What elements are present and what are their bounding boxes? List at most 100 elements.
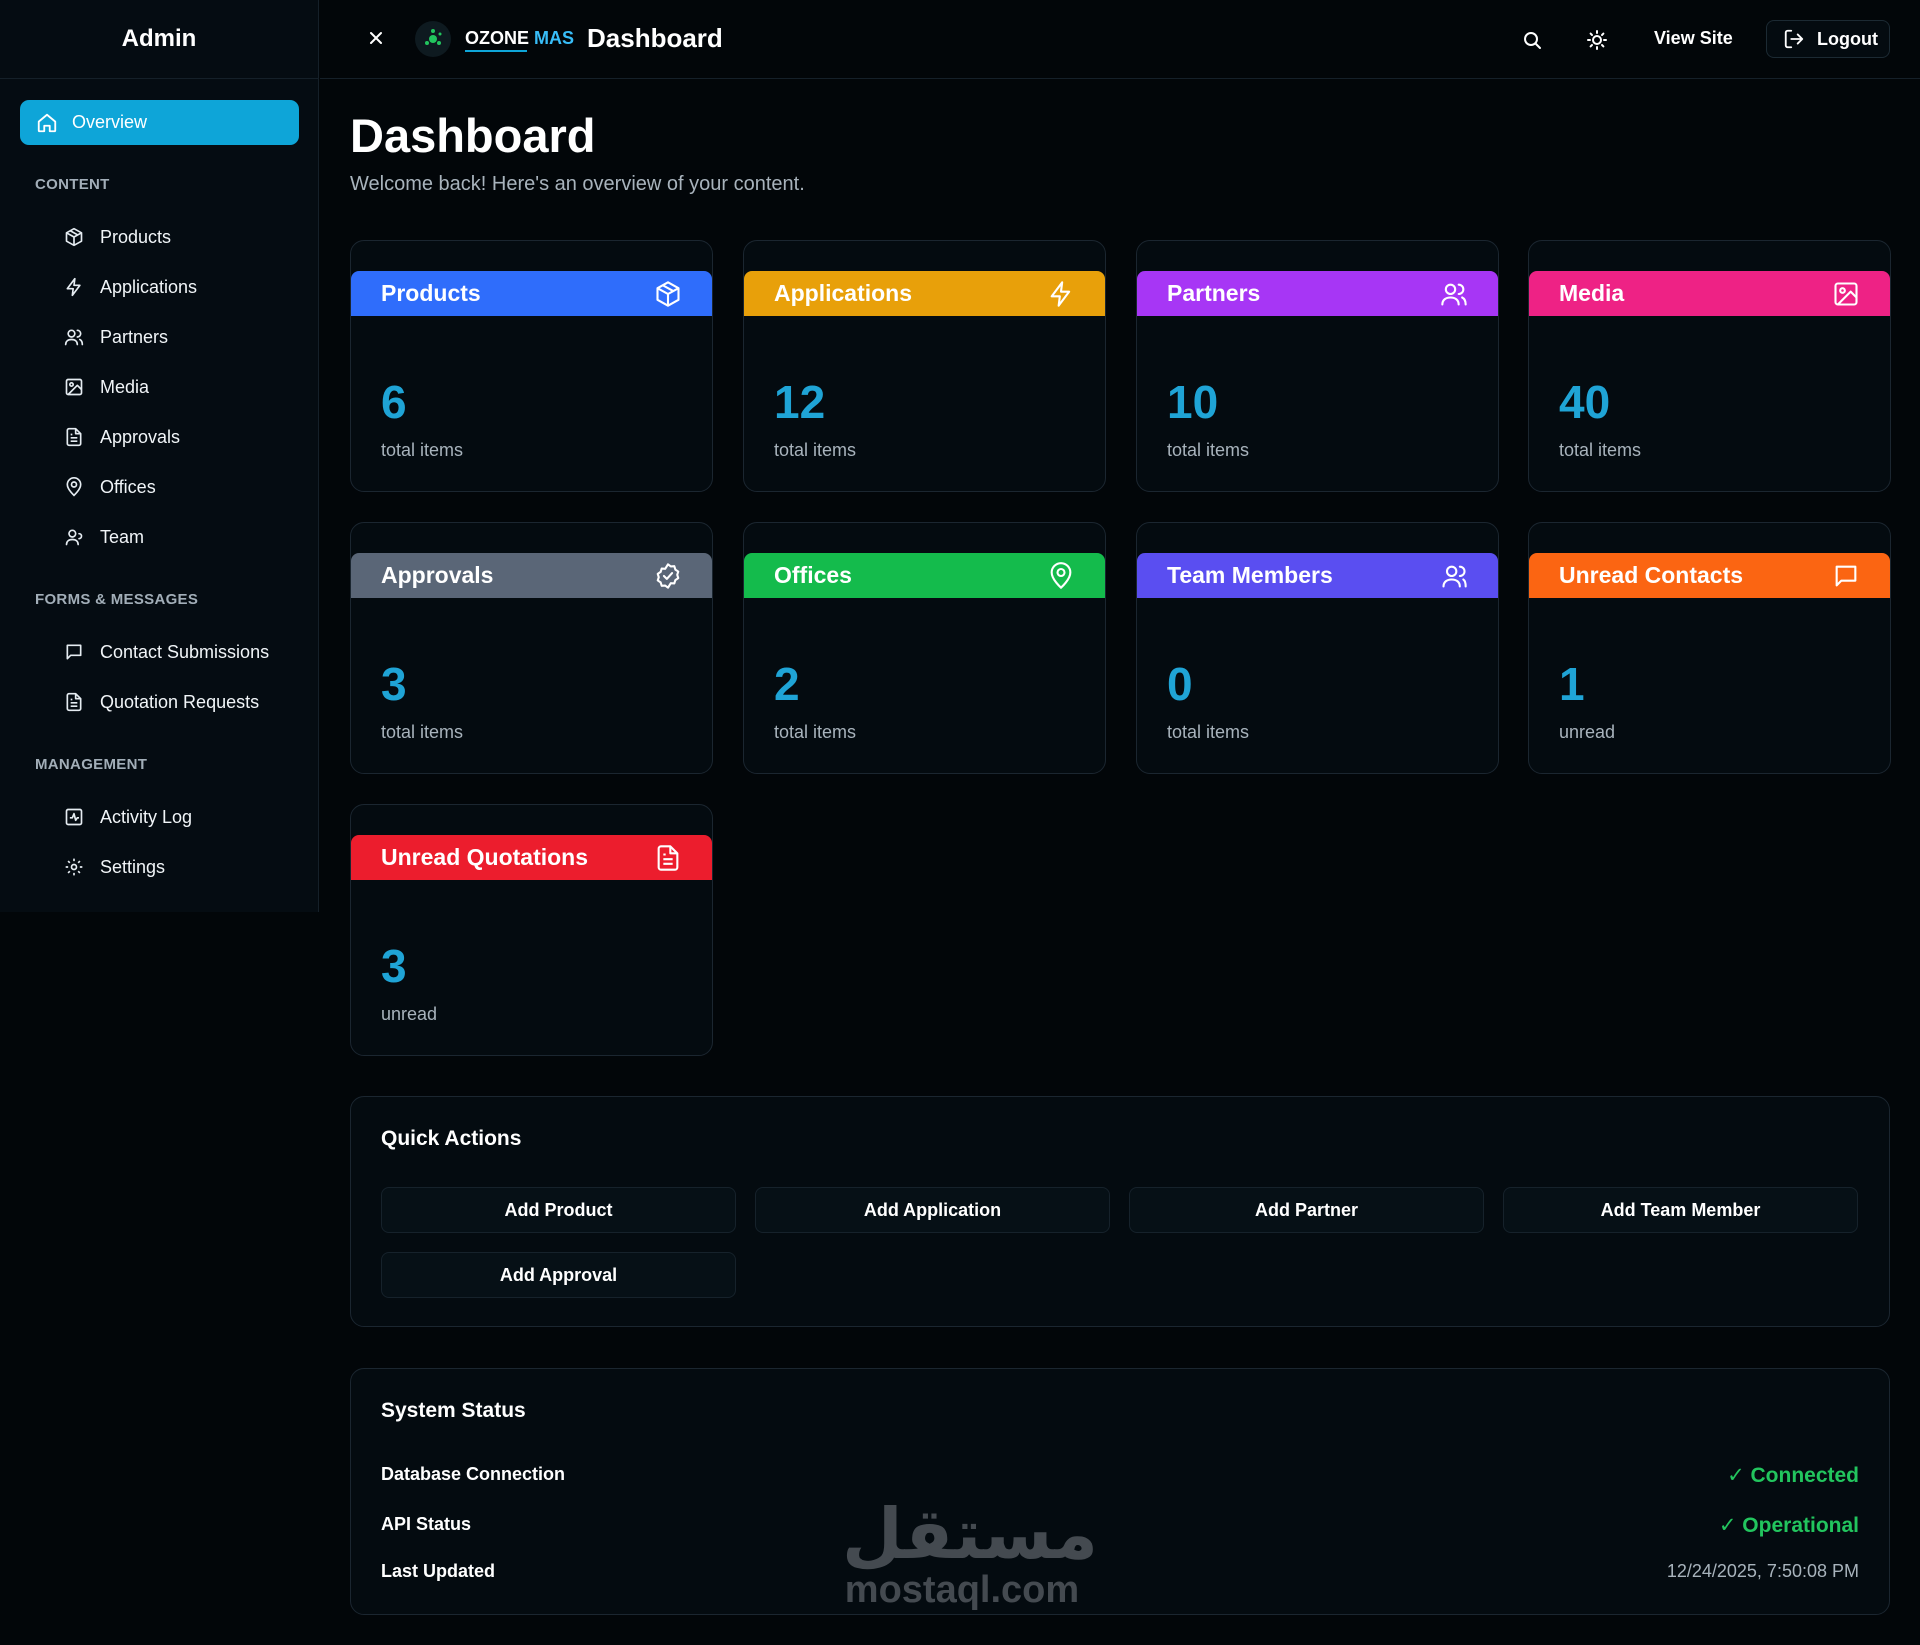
box-icon	[654, 280, 682, 308]
stat-card-offices[interactable]: Offices 2 total items	[743, 522, 1106, 774]
lightning-icon	[64, 277, 84, 297]
card-header: Approvals	[351, 553, 712, 598]
card-title: Partners	[1167, 280, 1261, 306]
card-value: 6	[381, 376, 407, 428]
logo-primary: OZONE	[465, 28, 530, 48]
sun-icon[interactable]	[1585, 28, 1609, 52]
card-header: Applications	[744, 271, 1105, 316]
card-header: Products	[351, 271, 712, 316]
sidebar-item-overview[interactable]: Overview	[20, 100, 299, 145]
card-caption: total items	[1167, 722, 1250, 742]
status-label-last-updated: Last Updated	[381, 1561, 496, 1581]
sidebar-item-offices[interactable]: Offices	[64, 472, 156, 502]
sidebar-item-activity-log[interactable]: Activity Log	[64, 802, 192, 832]
add-application-button[interactable]: Add Application	[755, 1187, 1110, 1233]
badge-check-icon	[654, 562, 682, 590]
sidebar-item-label: Approvals	[100, 426, 181, 447]
sidebar-item-partners[interactable]: Partners	[64, 322, 168, 352]
sidebar-item-label: Media	[100, 376, 150, 397]
card-title: Offices	[774, 562, 852, 588]
stat-card-team-members[interactable]: Team Members 0 total items	[1136, 522, 1499, 774]
system-status-title: System Status	[381, 1399, 526, 1422]
stat-card-partners[interactable]: Partners 10 total items	[1136, 240, 1499, 492]
sidebar-item-settings[interactable]: Settings	[64, 852, 165, 882]
stat-card-products[interactable]: Products 6 total items	[350, 240, 713, 492]
stat-card-unread-quotations[interactable]: Unread Quotations 3 unread	[350, 804, 713, 1056]
sidebar-item-label: Quotation Requests	[100, 691, 260, 712]
activity-icon	[64, 807, 84, 827]
watermark: مستقل mostaql.com	[842, 1493, 1099, 1611]
page-subtitle: Welcome back! Here's an overview of your…	[350, 173, 805, 195]
add-partner-button[interactable]: Add Partner	[1129, 1187, 1484, 1233]
quick-actions-title: Quick Actions	[381, 1127, 522, 1150]
sidebar-item-team[interactable]: Team	[64, 522, 144, 552]
users-icon	[1440, 280, 1468, 308]
sidebar-section-content: CONTENT	[35, 176, 110, 193]
sidebar-item-label: Products	[100, 226, 172, 247]
map-pin-icon	[1047, 561, 1075, 590]
card-title: Applications	[774, 280, 913, 306]
status-value-last-updated: 12/24/2025, 7:50:08 PM	[1666, 1561, 1859, 1581]
add-product-button[interactable]: Add Product	[381, 1187, 736, 1233]
logo-secondary: MAS	[534, 28, 575, 48]
stat-card-applications[interactable]: Applications 12 total items	[743, 240, 1106, 492]
sidebar-item-label: Offices	[100, 476, 156, 497]
sidebar-item-applications[interactable]: Applications	[64, 272, 197, 302]
card-title: Approvals	[381, 562, 494, 588]
file-text-icon	[654, 844, 682, 872]
logout-label: Logout	[1817, 28, 1878, 49]
sidebar-item-approvals[interactable]: Approvals	[64, 422, 180, 452]
card-caption: total items	[381, 722, 464, 742]
stat-card-media[interactable]: Media 40 total items	[1528, 240, 1891, 492]
card-value: 10	[1167, 376, 1219, 428]
sidebar-item-products[interactable]: Products	[64, 222, 171, 252]
gear-icon	[64, 857, 84, 877]
topbar: OZONE MAS Dashboard View Site Logout	[320, 0, 1920, 79]
card-caption: unread	[1559, 722, 1616, 742]
quick-actions-panel: Quick Actions Add Product Add Applicatio…	[350, 1096, 1890, 1327]
card-caption: unread	[381, 1004, 438, 1024]
card-value: 0	[1167, 658, 1193, 710]
stat-card-unread-contacts[interactable]: Unread Contacts 1 unread	[1528, 522, 1891, 774]
logout-button[interactable]: Logout	[1766, 20, 1890, 58]
close-icon[interactable]	[364, 26, 388, 50]
lightning-icon	[1047, 280, 1075, 308]
card-header: Partners	[1137, 271, 1498, 316]
card-header: Media	[1529, 271, 1890, 316]
home-icon	[36, 112, 58, 134]
message-icon	[64, 642, 84, 662]
sidebar-item-quotation-requests[interactable]: Quotation Requests	[64, 687, 259, 717]
watermark-arabic: مستقل	[842, 1493, 1099, 1575]
card-value: 3	[381, 658, 407, 710]
card-title: Unread Contacts	[1559, 562, 1744, 588]
card-header: Unread Contacts	[1529, 553, 1890, 598]
status-label-api: API Status	[381, 1514, 472, 1534]
system-status-panel: System Status Database Connection ✓ Conn…	[350, 1368, 1890, 1615]
logo-icon	[415, 21, 451, 57]
add-approval-button[interactable]: Add Approval	[381, 1252, 736, 1298]
view-site-link[interactable]: View Site	[1654, 28, 1733, 48]
card-value: 1	[1559, 658, 1585, 710]
card-caption: total items	[774, 440, 857, 460]
sidebar-section-management: MANAGEMENT	[35, 756, 148, 773]
status-value-database: ✓ Connected	[1727, 1464, 1859, 1487]
sidebar-item-label: Team	[100, 526, 145, 547]
sidebar-item-label: Activity Log	[100, 806, 193, 827]
user-icon	[64, 527, 84, 547]
search-icon[interactable]	[1520, 28, 1544, 52]
watermark-latin: mostaql.com	[844, 1569, 1080, 1611]
page-title: Dashboard	[350, 109, 596, 162]
card-value: 40	[1559, 376, 1611, 428]
topbar-title: Dashboard	[587, 23, 723, 53]
sidebar-item-label: Applications	[100, 276, 198, 297]
card-caption: total items	[774, 722, 857, 742]
sidebar-title: Admin	[0, 0, 318, 79]
sidebar-item-contact-submissions[interactable]: Contact Submissions	[64, 637, 269, 667]
sidebar-item-media[interactable]: Media	[64, 372, 149, 402]
sidebar-item-label: Partners	[100, 326, 169, 347]
card-caption: total items	[381, 440, 464, 460]
card-value: 3	[381, 940, 407, 992]
add-team-member-button[interactable]: Add Team Member	[1503, 1187, 1858, 1233]
stat-card-approvals[interactable]: Approvals 3 total items	[350, 522, 713, 774]
logout-icon	[1783, 28, 1805, 50]
